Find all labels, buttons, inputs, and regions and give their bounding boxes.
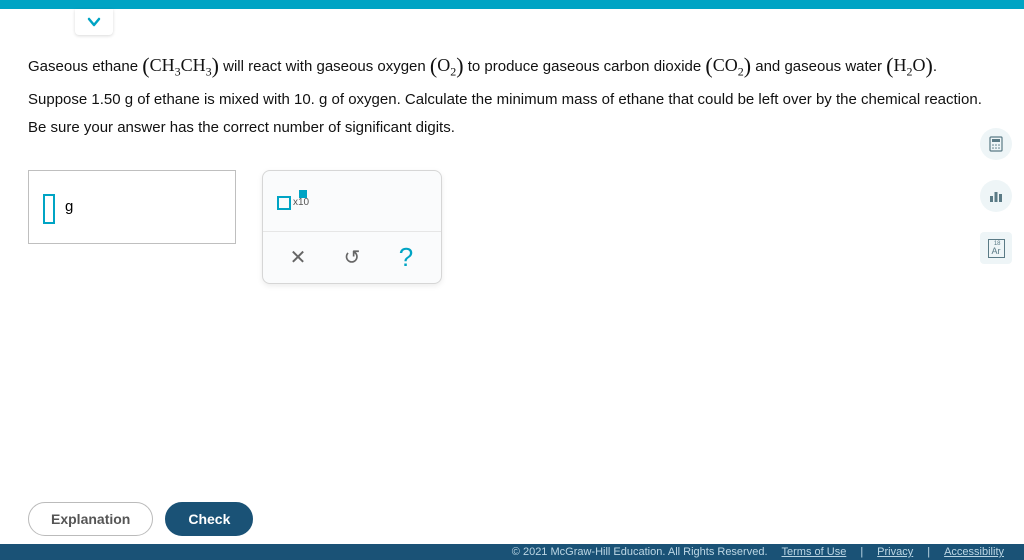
footer-copyright: © 2021 McGraw-Hill Education. All Rights… <box>512 546 768 558</box>
scientific-notation-button[interactable]: x10 <box>277 196 309 210</box>
footer: © 2021 McGraw-Hill Education. All Rights… <box>0 544 1024 560</box>
periodic-table-button[interactable]: 18 Ar <box>980 232 1012 264</box>
bar-chart-button[interactable] <box>980 180 1012 212</box>
calculator-icon <box>988 136 1004 152</box>
q-text-4: and gaseous water <box>755 58 886 75</box>
chevron-down-icon <box>86 14 102 30</box>
formula-water: (H2O) <box>886 55 933 75</box>
calculator-button[interactable] <box>980 128 1012 160</box>
accessibility-link[interactable]: Accessibility <box>944 546 1004 558</box>
explanation-button[interactable]: Explanation <box>28 502 153 536</box>
undo-button[interactable]: ↺ <box>330 237 374 277</box>
answer-box[interactable]: g <box>28 170 236 244</box>
q-text-1: Gaseous ethane <box>28 58 142 75</box>
tool-panel: x10 ✕ ↺ ? <box>262 170 442 284</box>
side-tools: 18 Ar <box>980 128 1012 264</box>
q-text-2: will react with gaseous oxygen <box>223 58 430 75</box>
formula-ethane: (CH3CH3) <box>142 55 219 75</box>
help-button[interactable]: ? <box>384 237 428 277</box>
terms-link[interactable]: Terms of Use <box>782 546 847 558</box>
sci-x10-label: x10 <box>293 197 309 208</box>
question-text: Gaseous ethane (CH3CH3) will react with … <box>28 51 996 142</box>
sci-box-icon <box>277 196 291 210</box>
privacy-link[interactable]: Privacy <box>877 546 913 558</box>
top-bar <box>0 0 1024 9</box>
formula-oxygen: (O2) <box>430 55 464 75</box>
clear-button[interactable]: ✕ <box>276 237 320 277</box>
periodic-icon: 18 Ar <box>988 239 1005 258</box>
dropdown-tab[interactable] <box>75 9 113 35</box>
answer-unit: g <box>65 198 73 215</box>
bar-chart-icon <box>988 188 1004 204</box>
sci-exponent-icon <box>299 190 307 198</box>
input-cursor[interactable] <box>43 194 55 220</box>
check-button[interactable]: Check <box>165 502 253 536</box>
q-text-3: to produce gaseous carbon dioxide <box>468 58 706 75</box>
formula-co2: (CO2) <box>705 55 751 75</box>
